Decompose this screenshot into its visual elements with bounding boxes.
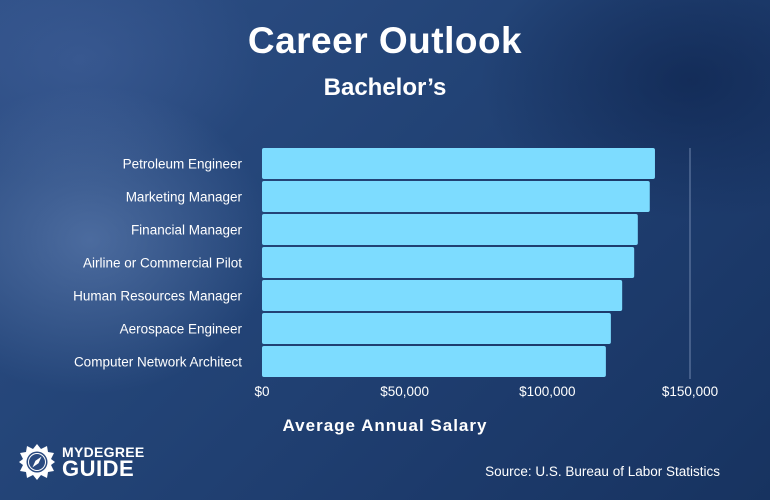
bar <box>262 214 638 245</box>
category-label: Marketing Manager <box>126 190 243 205</box>
category-label: Computer Network Architect <box>74 355 242 370</box>
logo-text-top: MYDEGREE <box>62 444 145 460</box>
compass-badge-icon <box>19 444 55 480</box>
bar <box>262 280 623 311</box>
bar <box>262 346 606 377</box>
bar <box>262 148 655 179</box>
x-tick-label: $0 <box>254 384 269 399</box>
bar <box>262 247 635 278</box>
category-label: Human Resources Manager <box>73 289 242 304</box>
chart-subtitle: Bachelor’s <box>323 74 447 101</box>
logo-text-bottom: GUIDE <box>62 456 135 481</box>
category-label: Petroleum Engineer <box>123 157 243 172</box>
x-tick-label: $50,000 <box>380 384 429 399</box>
x-tick-label: $150,000 <box>662 384 718 399</box>
x-tick-label: $100,000 <box>519 384 575 399</box>
mydegreeguide-logo: MYDEGREE GUIDE <box>18 443 148 483</box>
chart-title: Career Outlook <box>247 20 523 61</box>
category-label: Financial Manager <box>131 223 243 238</box>
bar <box>262 181 650 212</box>
source-note: Source: U.S. Bureau of Labor Statistics <box>485 464 720 479</box>
category-label: Aerospace Engineer <box>120 322 243 337</box>
x-axis-label: Average Annual Salary <box>282 416 488 435</box>
bar <box>262 313 611 344</box>
category-label: Airline or Commercial Pilot <box>83 256 242 271</box>
